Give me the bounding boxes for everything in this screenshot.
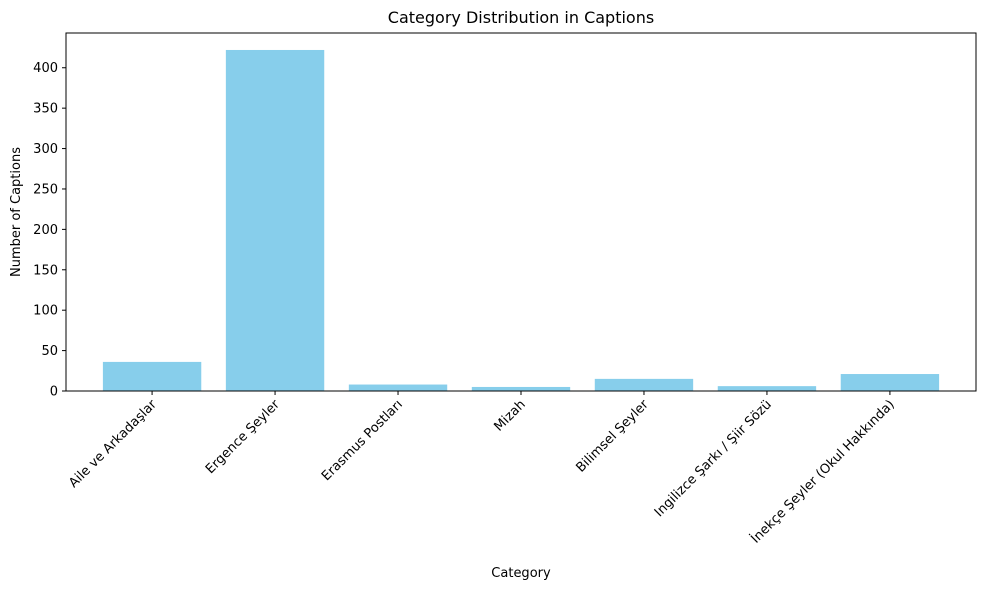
x-tick-label-3: Mizah: [491, 397, 528, 434]
chart-title: Category Distribution in Captions: [388, 8, 654, 27]
bar-3: [471, 386, 571, 391]
y-tick-label-0: 0: [50, 385, 58, 400]
bars-layer: [102, 49, 940, 392]
y-tick-label-4: 200: [33, 223, 58, 238]
y-tick-label-1: 50: [41, 344, 58, 359]
y-axis: 0 50 100 150 200 250 300 350 400: [33, 61, 66, 400]
bar-1: [225, 49, 325, 392]
x-tick-label-1: Ergence Şeyler: [203, 397, 283, 477]
y-tick-label-2: 100: [33, 304, 58, 319]
x-axis-title: Category: [491, 566, 551, 581]
bar-6: [840, 374, 940, 391]
y-tick-label-5: 250: [33, 182, 58, 197]
x-tick-label-6: İnekçe Şeyler (Okul Hakkında): [748, 397, 898, 547]
bar-0: [102, 361, 202, 391]
bar-4: [594, 378, 694, 391]
x-tick-label-5: Ingilizce Şarkı / Şiir Sözü: [652, 397, 775, 520]
x-axis: Aile ve Arkadaşlar Ergence Şeyler Erasmus …: [66, 391, 898, 547]
bar-5: [717, 386, 817, 391]
y-tick-label-8: 400: [33, 61, 58, 76]
x-tick-label-4: Bilimsel Şeyler: [573, 397, 652, 476]
y-axis-title: Number of Captions: [9, 147, 24, 277]
bar-2: [348, 384, 448, 391]
x-tick-label-0: Aile ve Arkadaşlar: [66, 397, 160, 491]
y-tick-label-6: 300: [33, 142, 58, 157]
x-tick-label-2: Erasmus Postları: [319, 397, 406, 484]
plot-area-frame: [65, 32, 977, 392]
y-tick-label-3: 150: [33, 263, 58, 278]
y-tick-label-7: 350: [33, 102, 58, 117]
